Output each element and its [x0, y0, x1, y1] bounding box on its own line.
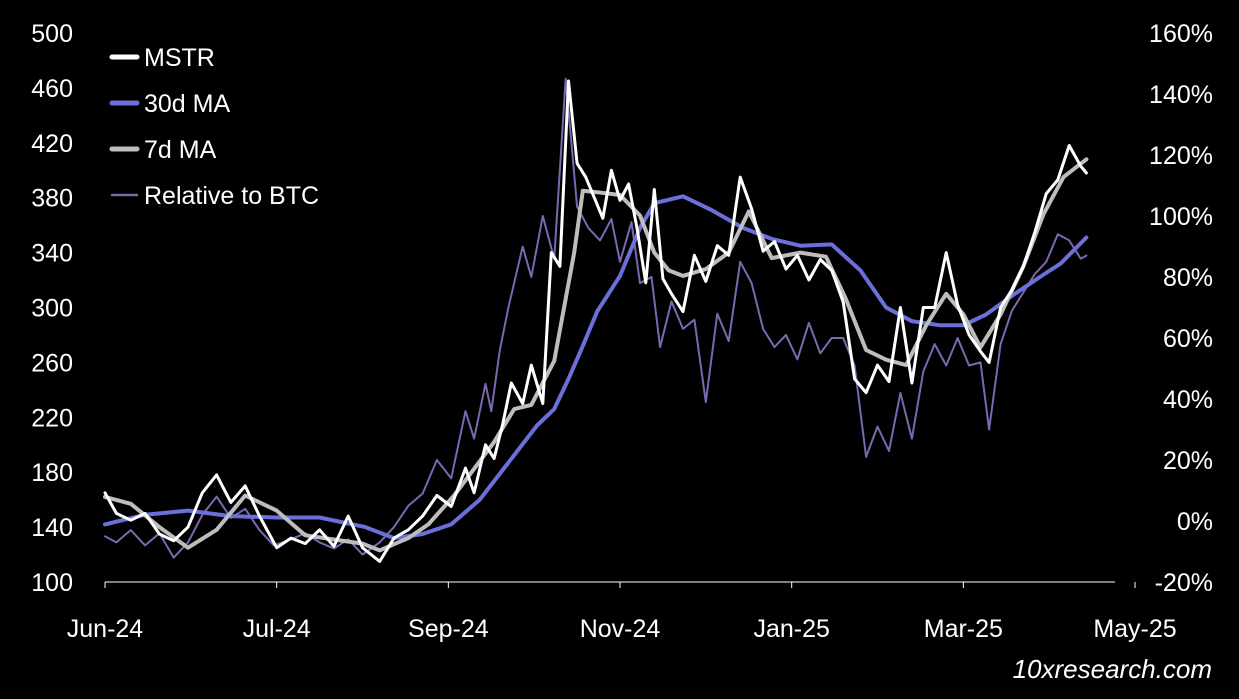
y-left-tick-label: 460	[31, 75, 73, 103]
x-tick-label: Mar-25	[924, 615, 1003, 643]
series-line-7d-ma	[103, 157, 1089, 553]
x-tick-label: Nov-24	[580, 615, 661, 643]
y-right-tick-label: 80%	[1163, 264, 1213, 292]
y-right-tick-label: 60%	[1163, 325, 1213, 353]
legend-label: Relative to BTC	[144, 182, 319, 210]
y-right-tick-label: -20%	[1155, 569, 1213, 597]
y-left-tick-label: 300	[31, 295, 73, 323]
y-left-tick-label: 500	[31, 20, 73, 48]
y-left-tick-label: 100	[31, 569, 73, 597]
y-left-tick-label: 140	[31, 514, 73, 542]
x-tick-label: May-25	[1093, 615, 1176, 643]
y-right-tick-label: 100%	[1149, 203, 1213, 231]
x-axis-ticks: Jun-24 Jul-24 Sep-24 Nov-24 Jan-25 Mar-25 May-…	[67, 582, 1177, 643]
series-line-30d-ma	[103, 194, 1089, 541]
y-left-tick-label: 260	[31, 349, 73, 377]
y-right-tick-label: 120%	[1149, 142, 1213, 170]
y-right-tick-label: 140%	[1149, 81, 1213, 109]
y-right-tick-label: 160%	[1149, 20, 1213, 48]
legend-label: MSTR	[144, 44, 215, 72]
y-left-tick-label: 340	[31, 240, 73, 268]
series-line-mstr	[103, 79, 1088, 563]
y-axis-right-ticks: -20% 0% 20% 40% 60% 80% 100% 120% 140% 160%	[1149, 20, 1213, 597]
y-left-tick-label: 380	[31, 185, 73, 213]
watermark: 10xresearch.com	[1013, 654, 1212, 684]
series-line-relative-to-btc	[104, 77, 1088, 559]
x-tick-label: Jan-25	[753, 615, 829, 643]
x-tick-label: Jun-24	[67, 615, 144, 643]
y-left-tick-label: 180	[31, 459, 73, 487]
y-right-tick-label: 40%	[1163, 386, 1213, 414]
y-right-tick-label: 20%	[1163, 447, 1213, 475]
legend-label: 30d MA	[144, 90, 230, 118]
y-left-tick-label: 420	[31, 130, 73, 158]
y-axis-left-ticks: 100 140 180 220 260 300 340 380 420 460 500	[31, 20, 73, 597]
series-layer	[103, 77, 1089, 563]
y-right-tick-label: 0%	[1177, 508, 1213, 536]
legend-label: 7d MA	[144, 136, 217, 164]
x-tick-label: Sep-24	[408, 615, 489, 643]
y-left-tick-label: 220	[31, 404, 73, 432]
x-tick-label: Jul-24	[243, 615, 311, 643]
legend: MSTR 30d MA 7d MA Relative to BTC	[109, 44, 319, 210]
